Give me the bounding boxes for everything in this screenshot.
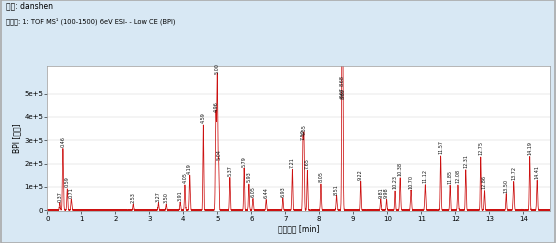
Text: 13.50: 13.50 [504, 179, 509, 193]
Text: 5.37: 5.37 [227, 165, 232, 176]
Text: 6.05: 6.05 [250, 187, 255, 197]
Text: 14.41: 14.41 [535, 165, 540, 179]
Text: 4.19: 4.19 [187, 163, 192, 174]
Text: 0.46: 0.46 [61, 136, 66, 147]
Text: 10.70: 10.70 [409, 175, 414, 189]
Text: 12.75: 12.75 [478, 141, 483, 155]
Text: 10.23: 10.23 [393, 175, 398, 189]
Text: 7.21: 7.21 [290, 157, 295, 168]
Text: 12.86: 12.86 [482, 175, 487, 189]
Text: 0.37: 0.37 [57, 191, 62, 202]
Text: 通道名: 1: TOF MS¹ (100-1500) 6eV ESI- - Low CE (BPI): 通道名: 1: TOF MS¹ (100-1500) 6eV ESI- - Lo… [6, 17, 175, 25]
Text: 8.67: 8.67 [340, 87, 345, 98]
X-axis label: 保留时间 [min]: 保留时间 [min] [278, 224, 320, 233]
Text: 7.65: 7.65 [305, 158, 310, 169]
Text: 7.52: 7.52 [300, 129, 305, 140]
Text: 9.98: 9.98 [384, 188, 389, 198]
Y-axis label: BPI [计数]: BPI [计数] [12, 124, 21, 153]
Text: 11.57: 11.57 [438, 140, 443, 154]
Text: 14.19: 14.19 [527, 141, 532, 155]
Text: 9.81: 9.81 [378, 187, 383, 198]
Text: 7.55: 7.55 [301, 124, 306, 135]
Text: 3.27: 3.27 [156, 191, 161, 202]
Text: 5.00: 5.00 [215, 63, 220, 74]
Text: 8.51: 8.51 [334, 184, 339, 195]
Text: 8.68: 8.68 [340, 75, 345, 86]
Text: 5.79: 5.79 [242, 156, 247, 166]
Text: 4.05: 4.05 [182, 173, 187, 183]
Text: 12.31: 12.31 [463, 154, 468, 168]
Text: 4.59: 4.59 [201, 113, 206, 123]
Text: 10.38: 10.38 [398, 162, 403, 176]
Text: 0.59: 0.59 [65, 177, 70, 188]
Text: 6.93: 6.93 [280, 186, 285, 197]
Text: 4.96: 4.96 [214, 101, 219, 112]
Text: 8.69: 8.69 [340, 88, 345, 99]
Text: 5.04: 5.04 [216, 149, 221, 159]
Text: 3.91: 3.91 [178, 191, 183, 201]
Text: 5.93: 5.93 [246, 172, 251, 182]
Text: 8.05: 8.05 [319, 172, 324, 182]
Text: 11.85: 11.85 [448, 170, 453, 184]
Text: 2.53: 2.53 [131, 192, 136, 203]
Text: 12.08: 12.08 [455, 169, 460, 183]
Text: 9.22: 9.22 [358, 169, 363, 180]
Text: 13.72: 13.72 [511, 166, 516, 180]
Text: 11.12: 11.12 [423, 169, 428, 183]
Text: 6.44: 6.44 [264, 187, 269, 198]
Text: 0.71: 0.71 [69, 187, 74, 198]
Text: 3.50: 3.50 [164, 192, 169, 203]
Text: 名称: danshen: 名称: danshen [6, 1, 53, 10]
